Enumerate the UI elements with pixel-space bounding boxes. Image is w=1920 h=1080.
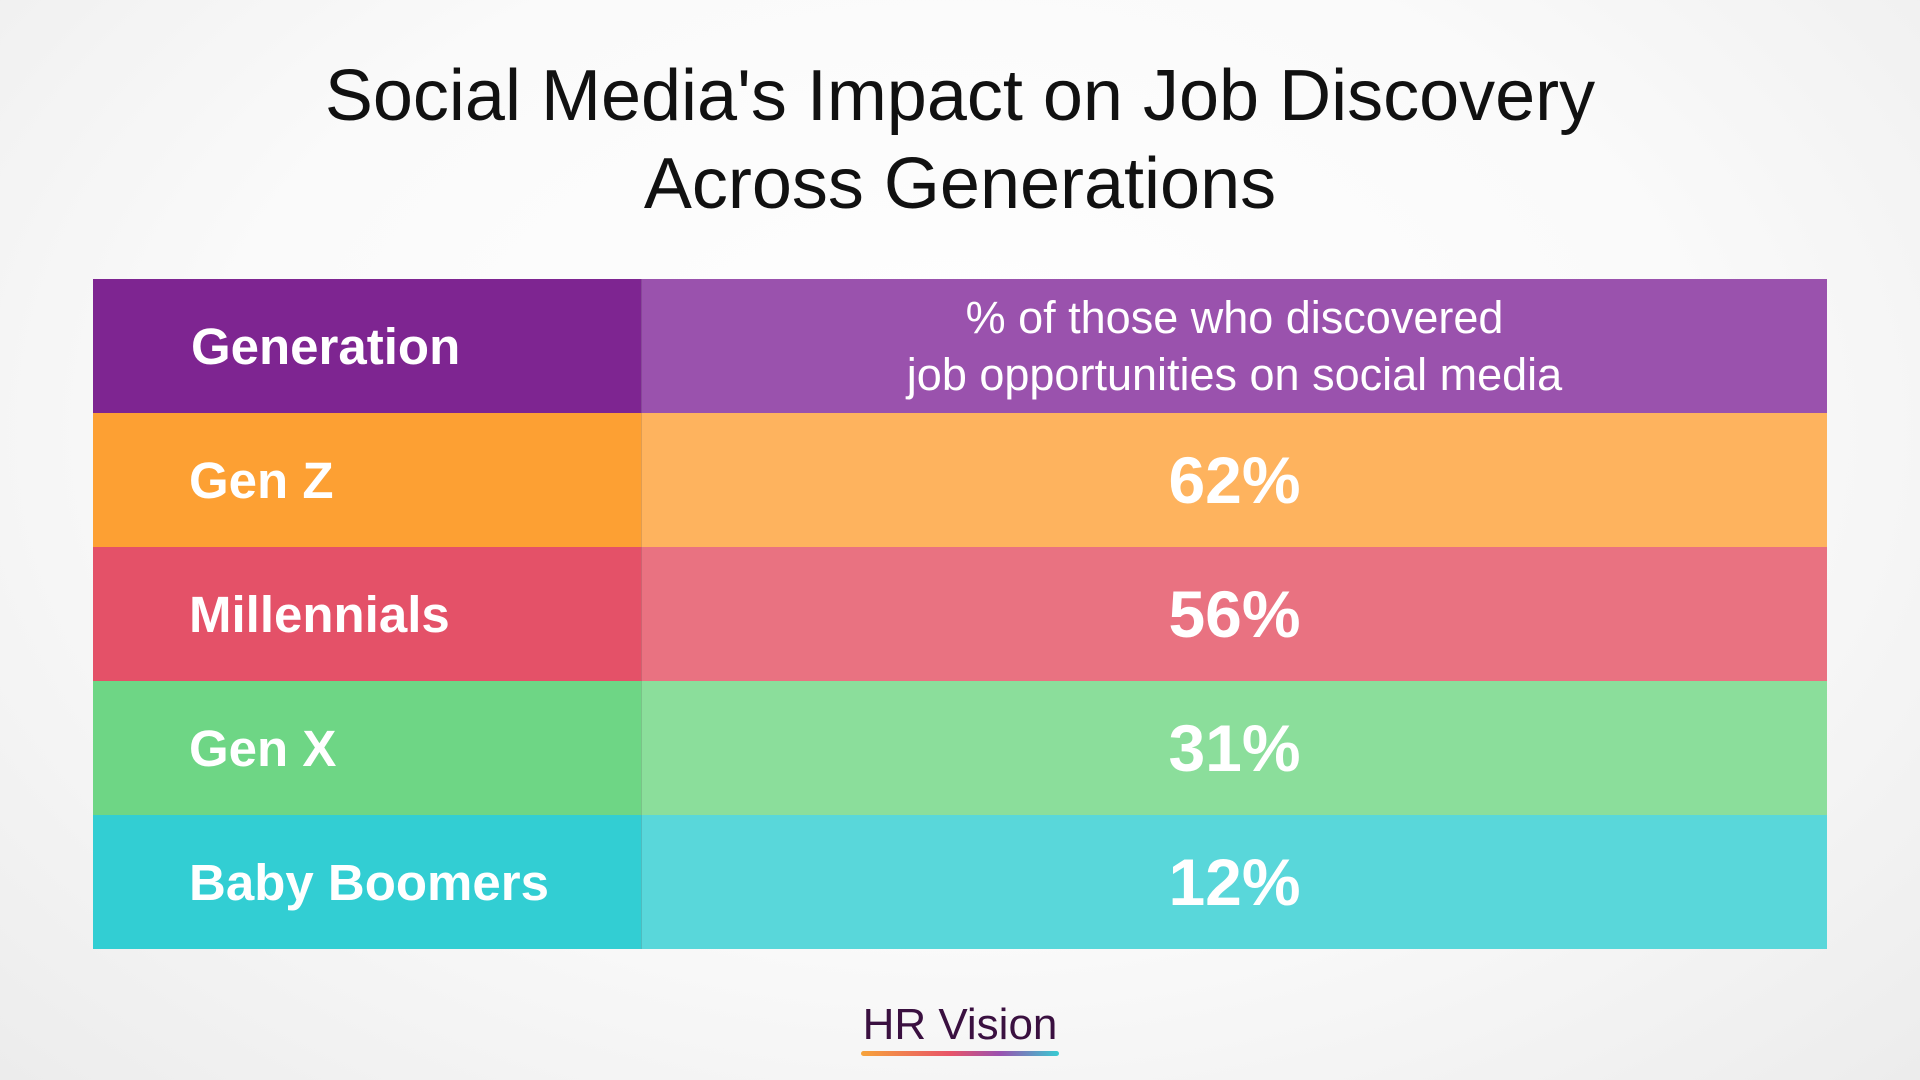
table-row: Gen X 31% <box>93 681 1827 815</box>
chart-title-line-2: Across Generations <box>643 144 1277 224</box>
generation-table: Generation % of those who discovered job… <box>93 279 1827 951</box>
chart-title-line-1: Social Media's Impact on Job Discovery <box>324 56 1596 136</box>
brand-name: HR Vision <box>862 1000 1058 1049</box>
row-label: Millennials <box>93 547 641 681</box>
row-value: 56% <box>641 547 1827 681</box>
header-value-line-2: job opportunities on social media <box>906 349 1563 400</box>
table-header-row: Generation % of those who discovered job… <box>93 279 1827 413</box>
row-value: 12% <box>641 815 1827 949</box>
row-value: 62% <box>641 413 1827 547</box>
row-value: 31% <box>641 681 1827 815</box>
table-row: Gen Z 62% <box>93 413 1827 547</box>
table-row: Millennials 56% <box>93 547 1827 681</box>
brand-logo-text: HR Vision <box>860 1000 1060 1056</box>
row-label: Baby Boomers <box>93 815 641 949</box>
brand-logo: HR Vision <box>0 1000 1920 1056</box>
header-value-line-1: % of those who discovered <box>965 292 1504 343</box>
chart-title: Social Media's Impact on Job Discovery A… <box>0 52 1920 228</box>
brand-underline <box>860 1051 1060 1056</box>
header-generation: Generation <box>93 279 641 413</box>
header-value: % of those who discovered job opportunit… <box>641 279 1827 413</box>
row-label: Gen Z <box>93 413 641 547</box>
table-row: Baby Boomers 12% <box>93 815 1827 949</box>
row-label: Gen X <box>93 681 641 815</box>
